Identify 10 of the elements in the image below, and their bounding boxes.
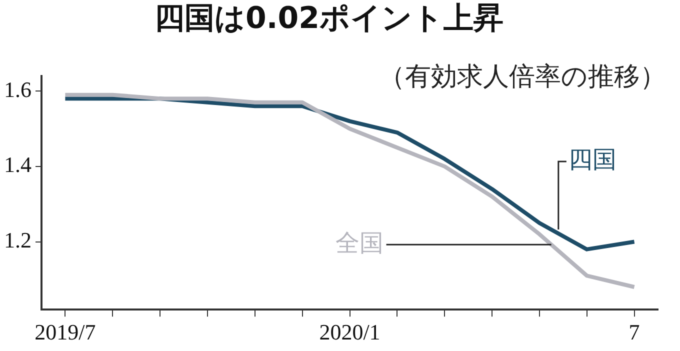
chart-title: 四国は0.02ポイント上昇: [154, 0, 504, 36]
y-tick-label: 1.2: [4, 228, 32, 253]
text: 全国: [335, 228, 384, 257]
y-tick-label: 1.4: [4, 152, 32, 178]
text: 四国: [568, 146, 616, 174]
x-tick-label: 2019/7: [34, 320, 96, 345]
x-tick-label: 7: [628, 320, 640, 345]
chart-subtitle: （有効求人倍率の推移）: [379, 62, 666, 92]
y-tick-label: 1.6: [4, 76, 32, 102]
x-tick-label: 2020/1: [319, 320, 380, 345]
